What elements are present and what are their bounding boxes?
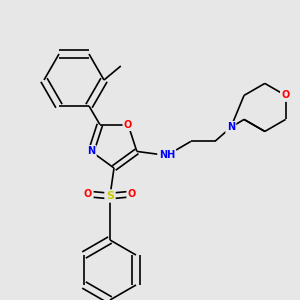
Text: S: S (106, 191, 114, 201)
Text: N: N (227, 122, 235, 132)
Text: O: O (281, 90, 290, 100)
Text: O: O (84, 189, 92, 199)
Text: N: N (87, 146, 95, 156)
Text: O: O (124, 120, 132, 130)
Text: NH: NH (159, 150, 175, 161)
Text: O: O (128, 189, 136, 199)
